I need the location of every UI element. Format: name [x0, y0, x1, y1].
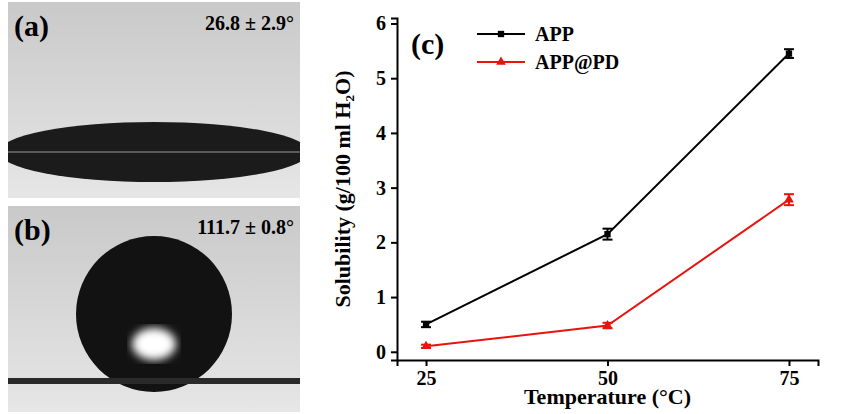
y-tick: 1 — [376, 286, 397, 308]
legend-marker — [496, 56, 506, 64]
droplet — [8, 122, 300, 182]
y-tick-label: 4 — [376, 122, 386, 144]
y-tick: 2 — [376, 231, 397, 253]
photo-panel: (a) 26.8 ± 2.9° — [0, 2, 309, 198]
y-tick-label: 6 — [376, 12, 386, 34]
error-bar — [784, 194, 794, 205]
y-tick-mark — [391, 23, 397, 25]
x-axis-line — [398, 361, 819, 367]
marker — [784, 194, 794, 202]
droplet-highlight — [132, 328, 176, 360]
contact-angle: 111.7 ± 0.8° — [197, 216, 294, 238]
error-bar-cap — [603, 239, 613, 241]
marker — [421, 341, 431, 349]
x-tick-mark — [426, 360, 428, 366]
legend-entry: APP — [477, 23, 574, 45]
series-line — [426, 200, 789, 347]
error-bar — [603, 229, 613, 240]
y-tick-mark — [391, 297, 397, 299]
x-tick: 75 — [779, 360, 799, 389]
error-bar-cap — [603, 228, 613, 230]
substrate — [8, 378, 300, 384]
chart: 2550750123456Temperature (°C)Solubility … — [330, 12, 819, 409]
substrate-line — [8, 151, 300, 153]
marker — [786, 50, 792, 56]
y-tick: 5 — [376, 67, 397, 89]
y-tick-mark — [391, 78, 397, 80]
x-axis-title: Temperature (°C) — [524, 384, 691, 409]
y-axis-title: Solubility (g/100 ml H₂O) — [330, 70, 355, 307]
y-tick-mark — [391, 132, 397, 134]
y-tick-label: 0 — [376, 341, 386, 363]
y-tick-mark — [391, 187, 397, 189]
error-bar-cap — [784, 204, 794, 206]
series — [421, 194, 794, 349]
photo-background — [8, 206, 300, 412]
contact-angle: 26.8 ± 2.9° — [205, 12, 294, 34]
panel-letter: (c) — [411, 27, 444, 61]
error-bar-cap — [784, 48, 794, 50]
series — [421, 49, 794, 327]
y-tick-label: 2 — [376, 231, 386, 253]
y-tick: 3 — [376, 177, 397, 199]
x-tick-mark — [788, 360, 790, 366]
legend-label: APP — [535, 23, 574, 45]
y-tick-label: 3 — [376, 177, 386, 199]
panel-letter: (a) — [14, 9, 49, 43]
series-line — [426, 54, 789, 325]
marker — [604, 231, 610, 237]
y-tick-label: 5 — [376, 67, 386, 89]
x-tick-mark — [607, 360, 609, 366]
marker — [603, 320, 613, 328]
figure: (a)26.8 ± 2.9°(b)111.7 ± 0.8°25507501234… — [0, 0, 844, 414]
marker — [423, 321, 429, 327]
legend-entry: APP@PD — [477, 51, 619, 74]
y-tick-label: 1 — [376, 286, 386, 308]
y-tick: 4 — [376, 122, 397, 144]
y-tick-mark — [391, 351, 397, 353]
y-tick-mark — [391, 242, 397, 244]
y-tick: 0 — [376, 341, 397, 363]
photo-panel: (b) 111.7 ± 0.8° — [8, 206, 300, 412]
y-tick: 6 — [376, 12, 397, 34]
plot-area — [421, 49, 794, 349]
legend-label: APP@PD — [535, 51, 619, 74]
y-axis: 0 1 2 3 4 5 6 — [376, 12, 398, 362]
y-axis-line — [391, 19, 398, 361]
panel-letter: (b) — [14, 213, 51, 247]
x-tick: 25 — [417, 360, 437, 389]
error-bar — [784, 49, 794, 58]
error-bar-cap — [784, 57, 794, 59]
x-tick-label: 75 — [779, 367, 799, 389]
x-tick-label: 25 — [417, 367, 437, 389]
error-bar — [421, 322, 431, 327]
legend: APP APP@PD — [477, 23, 619, 74]
droplet — [76, 236, 232, 392]
legend-marker — [498, 31, 504, 37]
